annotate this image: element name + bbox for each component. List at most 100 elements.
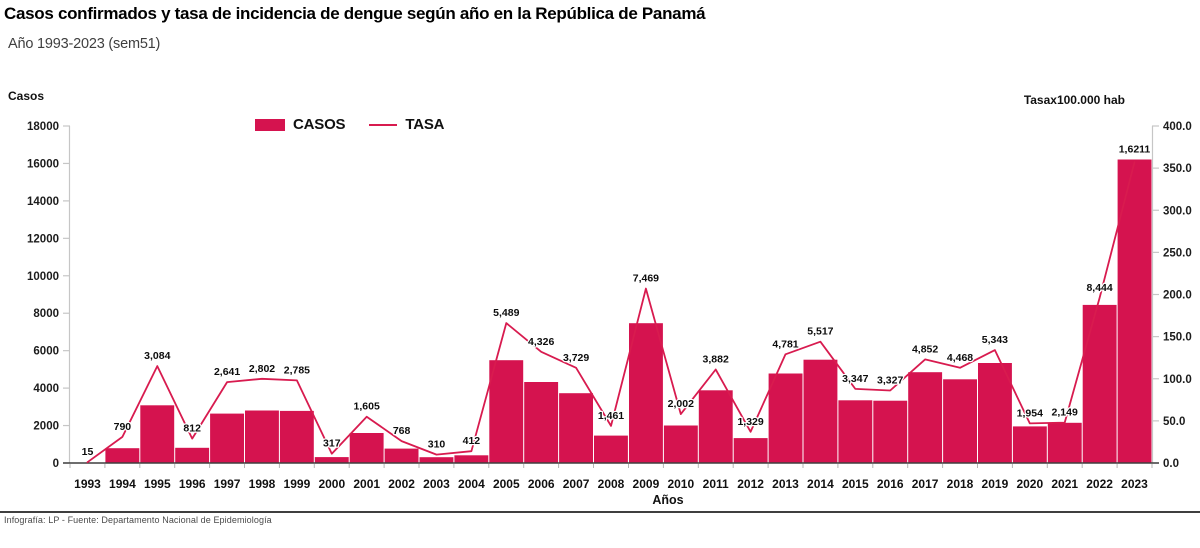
casos-bar-1994 bbox=[105, 448, 140, 463]
data-label-2000: 317 bbox=[323, 438, 341, 450]
data-label-1995: 3,084 bbox=[144, 350, 170, 362]
casos-bar-2001 bbox=[349, 433, 384, 463]
year-label-1999: 1999 bbox=[284, 477, 311, 491]
year-label-2012: 2012 bbox=[737, 477, 764, 491]
tasa-line bbox=[86, 161, 1136, 464]
left-axis-tick-label: 4000 bbox=[33, 383, 59, 395]
left-axis-tick-label: 10000 bbox=[27, 271, 59, 283]
casos-bar-1998 bbox=[245, 410, 279, 463]
year-label-2016: 2016 bbox=[877, 477, 904, 491]
data-label-2021: 2,149 bbox=[1052, 407, 1078, 419]
data-label-2008: 1,461 bbox=[598, 410, 624, 422]
page-title: Casos confirmados y tasa de incidencia d… bbox=[4, 4, 706, 23]
data-label-2022: 8,444 bbox=[1086, 282, 1112, 294]
x-axis-title: Años bbox=[652, 493, 684, 507]
right-axis-tick-label: 300.0 bbox=[1163, 205, 1192, 217]
casos-bar-2007 bbox=[559, 393, 593, 463]
year-label-2018: 2018 bbox=[947, 477, 974, 491]
casos-bar-2004 bbox=[454, 455, 489, 463]
casos-swatch-icon bbox=[255, 118, 285, 131]
left-axis-tick-label: 14000 bbox=[27, 196, 59, 208]
data-label-2004: 412 bbox=[463, 435, 481, 447]
year-label-1994: 1994 bbox=[109, 477, 136, 491]
data-label-2014: 5,517 bbox=[807, 326, 833, 338]
casos-bar-1999 bbox=[279, 410, 314, 463]
right-axis-title: Tasax100.000 hab bbox=[1023, 93, 1125, 107]
casos-bar-2002 bbox=[384, 448, 419, 463]
year-label-2014: 2014 bbox=[807, 477, 834, 491]
data-label-2012: 1,329 bbox=[737, 416, 763, 428]
data-label-1993: 15 bbox=[82, 446, 94, 458]
data-label-2003: 310 bbox=[428, 439, 446, 451]
data-label-2017: 4,852 bbox=[912, 343, 938, 355]
casos-bar-2012 bbox=[733, 438, 768, 463]
year-label-1997: 1997 bbox=[214, 477, 241, 491]
casos-bar-2017 bbox=[908, 372, 943, 463]
page-subtitle: Año 1993-2023 (sem51) bbox=[8, 36, 161, 52]
year-label-2003: 2003 bbox=[423, 477, 450, 491]
legend-tasa-label: TASA bbox=[405, 116, 445, 133]
left-axis-tick-label: 12000 bbox=[27, 233, 59, 245]
year-label-2007: 2007 bbox=[563, 477, 590, 491]
data-label-2015: 3,347 bbox=[842, 373, 868, 385]
year-label-2005: 2005 bbox=[493, 477, 520, 491]
casos-bar-1997 bbox=[210, 413, 244, 463]
data-label-2018: 4,468 bbox=[947, 352, 973, 364]
casos-bar-2014 bbox=[803, 359, 838, 463]
year-label-1996: 1996 bbox=[179, 477, 206, 491]
casos-bar-2011 bbox=[698, 390, 733, 463]
year-label-2020: 2020 bbox=[1016, 477, 1043, 491]
data-label-1998: 2,802 bbox=[249, 363, 275, 375]
left-axis-tick-label: 8000 bbox=[33, 308, 59, 320]
casos-bar-2000 bbox=[314, 457, 349, 463]
chart-legend: CASOS TASA bbox=[255, 116, 444, 133]
casos-bar-2022 bbox=[1082, 304, 1117, 463]
data-label-1997: 2,641 bbox=[214, 366, 240, 378]
year-label-2017: 2017 bbox=[912, 477, 939, 491]
year-label-2011: 2011 bbox=[703, 477, 729, 491]
casos-bar-2023 bbox=[1117, 159, 1152, 463]
year-label-1995: 1995 bbox=[144, 477, 171, 491]
data-label-2002: 768 bbox=[393, 425, 411, 437]
data-label-1994: 790 bbox=[114, 421, 132, 433]
casos-bar-2008 bbox=[594, 435, 628, 463]
year-label-2022: 2022 bbox=[1086, 477, 1113, 491]
data-label-2013: 4,781 bbox=[772, 338, 798, 350]
right-axis-tick-label: 250.0 bbox=[1163, 247, 1192, 259]
data-label-2006: 4,326 bbox=[528, 336, 554, 348]
data-label-2011: 3,882 bbox=[703, 354, 729, 366]
year-label-2008: 2008 bbox=[598, 477, 625, 491]
year-label-2013: 2013 bbox=[772, 477, 799, 491]
data-label-2001: 1,605 bbox=[354, 401, 380, 413]
data-label-2019: 5,343 bbox=[982, 334, 1008, 346]
year-label-2009: 2009 bbox=[633, 477, 660, 491]
data-label-2020: 1,954 bbox=[1017, 407, 1043, 419]
year-label-2002: 2002 bbox=[388, 477, 415, 491]
data-label-2007: 3,729 bbox=[563, 352, 589, 364]
casos-bar-2006 bbox=[524, 382, 559, 463]
right-axis-tick-label: 0.0 bbox=[1163, 458, 1179, 470]
casos-bar-1996 bbox=[175, 447, 210, 463]
right-axis-tick-label: 100.0 bbox=[1163, 374, 1192, 386]
right-axis-tick-label: 400.0 bbox=[1163, 121, 1192, 133]
right-axis-tick-label: 150.0 bbox=[1163, 332, 1192, 344]
legend-casos-label: CASOS bbox=[293, 116, 346, 133]
tasa-line-icon bbox=[369, 123, 398, 126]
left-axis-tick-label: 2000 bbox=[33, 421, 59, 433]
casos-bar-2016 bbox=[873, 400, 908, 463]
year-label-1993: 1993 bbox=[74, 477, 101, 491]
casos-bar-2015 bbox=[838, 400, 873, 463]
data-label-2016: 3,327 bbox=[877, 375, 903, 387]
casos-bar-2003 bbox=[419, 457, 454, 463]
casos-bar-2018 bbox=[943, 379, 977, 463]
casos-bar-2010 bbox=[663, 425, 698, 463]
footer-credit: Infografía: LP - Fuente: Departamento Na… bbox=[4, 515, 272, 525]
casos-bar-2021 bbox=[1047, 422, 1082, 463]
data-label-1996: 812 bbox=[183, 423, 201, 435]
year-label-2001: 2001 bbox=[353, 477, 380, 491]
year-label-1998: 1998 bbox=[249, 477, 276, 491]
left-axis-tick-label: 18000 bbox=[27, 121, 59, 133]
year-label-2006: 2006 bbox=[528, 477, 555, 491]
casos-bar-2020 bbox=[1012, 426, 1047, 463]
